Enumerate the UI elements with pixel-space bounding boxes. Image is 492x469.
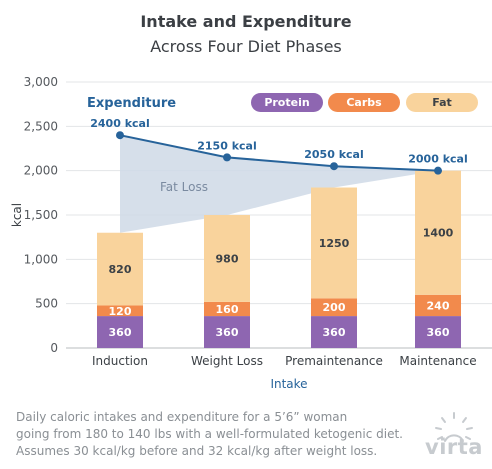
expenditure-point [434, 166, 442, 175]
caption-line: going from 180 to 140 lbs with a well-fo… [16, 427, 403, 441]
y-tick-label: 2,000 [24, 164, 58, 178]
y-tick-label: 1,000 [24, 252, 58, 266]
expenditure-line [119, 134, 439, 172]
y-tick-label: 3,000 [24, 75, 58, 89]
legend-fat-label: Fat [432, 96, 452, 109]
fat-loss-area [120, 135, 438, 233]
expenditure-point [223, 153, 231, 162]
bar-fat-segment [97, 232, 143, 306]
bar-protein-segment [204, 316, 250, 348]
y-tick-label: 1,500 [24, 208, 58, 222]
expenditure-legend: Expenditure [87, 96, 176, 111]
bar-fat-segment [204, 215, 250, 302]
x-axis-label: Intake [270, 377, 307, 391]
data-label: 1250 [319, 237, 350, 250]
data-label: 160 [216, 303, 239, 316]
legend-fat-swatch [406, 93, 478, 112]
data-label: 360 [109, 326, 132, 339]
legend-protein-swatch [251, 93, 323, 112]
y-tick-label: 2,500 [24, 119, 58, 133]
expenditure-label: 2150 kcal [197, 139, 256, 152]
bar-protein-segment [97, 316, 143, 348]
bar-fat-segment [415, 170, 461, 295]
x-tick-label: Maintenance [399, 354, 476, 368]
legend-protein-label: Protein [264, 96, 309, 109]
chart-plot: 0 500 1,000 1,500 2,000 2,500 3,000 kcal Fat Los… [10, 75, 492, 391]
caption-line: Assumes 30 kcal/kg before and 32 kcal/kg… [16, 444, 378, 458]
y-axis-label: kcal [10, 203, 24, 227]
x-tick-label: Premaintenance [285, 354, 383, 368]
chart-caption: Daily caloric intakes and expenditure fo… [16, 409, 416, 460]
data-label: 200 [323, 301, 346, 314]
y-tick-label: 0 [50, 341, 58, 355]
expenditure-label: 2400 kcal [90, 117, 149, 130]
data-label: 820 [109, 263, 132, 276]
bar-fat-segment [311, 187, 357, 299]
data-label: 360 [216, 326, 239, 339]
expenditure-point [330, 162, 338, 171]
caption-line: Daily caloric intakes and expenditure fo… [16, 410, 348, 424]
data-label: 120 [109, 305, 132, 318]
expenditure-point [116, 131, 124, 140]
legend-carbs-swatch [328, 93, 400, 112]
data-label: 360 [323, 326, 346, 339]
chart-title: Intake and Expenditure [140, 12, 352, 31]
expenditure-label: 2000 kcal [408, 153, 467, 166]
data-label: 1400 [423, 227, 454, 240]
expenditure-label: 2050 kcal [304, 148, 363, 161]
bar-carbs-segment [311, 298, 357, 317]
bar-carbs-segment [204, 301, 250, 317]
data-label: 360 [427, 326, 450, 339]
fat-loss-label: Fat Loss [160, 180, 208, 194]
data-label: 980 [216, 252, 239, 265]
y-tick-label: 500 [35, 297, 58, 311]
virta-logo-text: virta [425, 435, 483, 459]
x-tick-label: Induction [92, 354, 148, 368]
bar-carbs-segment [415, 294, 461, 317]
bar-protein-segment [415, 316, 461, 348]
x-tick-label: Weight Loss [191, 354, 263, 368]
chart-subtitle: Across Four Diet Phases [150, 37, 342, 56]
legend-carbs-label: Carbs [346, 96, 382, 109]
data-label: 240 [427, 299, 450, 312]
virta-logo-icon [435, 412, 473, 442]
bar-protein-segment [311, 316, 357, 348]
bar-carbs-segment [97, 305, 143, 317]
